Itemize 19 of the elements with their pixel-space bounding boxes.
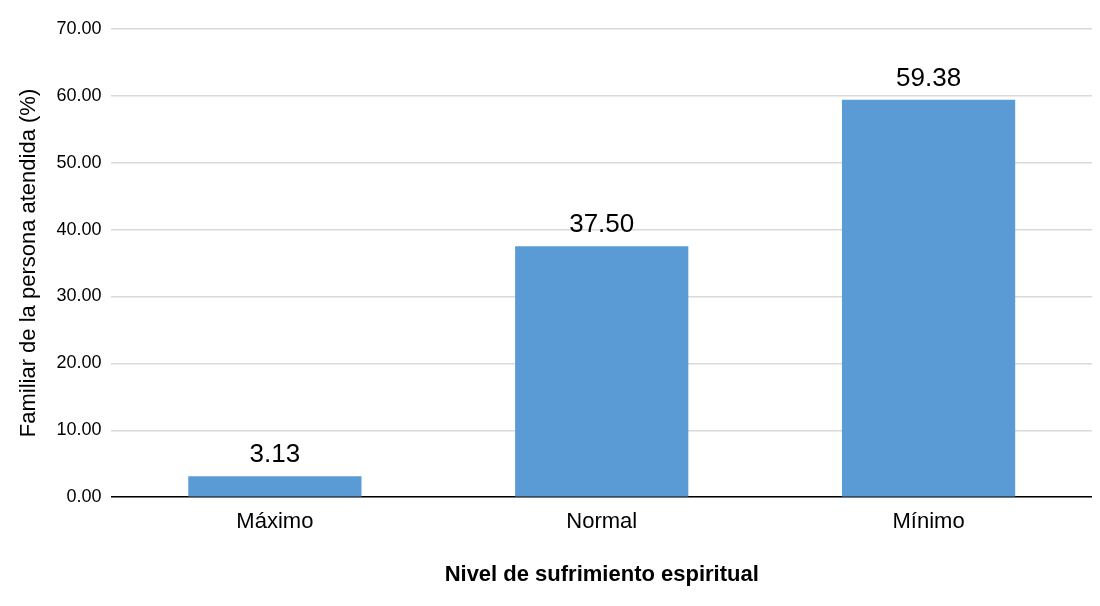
y-tick-label: 10.00: [56, 419, 102, 440]
x-tick-label: Mínimo: [892, 508, 965, 534]
bar: [188, 476, 362, 497]
y-tick-label: 0.00: [66, 486, 102, 507]
y-tick-label: 20.00: [56, 352, 102, 373]
y-tick-label: 40.00: [56, 218, 102, 239]
data-label: 37.50: [569, 208, 635, 239]
y-tick-label: 50.00: [56, 151, 102, 172]
bar: [841, 99, 1016, 497]
bar: [515, 246, 689, 497]
y-tick-label: 60.00: [56, 84, 102, 105]
x-tick-label: Máximo: [236, 508, 314, 534]
x-axis-title: Nivel de sufrimiento espiritual: [444, 560, 759, 586]
y-tick-label: 70.00: [56, 17, 102, 38]
data-label: 3.13: [249, 438, 301, 469]
y-tick-label: 30.00: [56, 285, 102, 306]
y-axis-title: Familiar de la persona atendida (%): [15, 88, 41, 438]
x-tick-label: Normal: [566, 508, 638, 534]
data-label: 59.38: [896, 62, 962, 93]
